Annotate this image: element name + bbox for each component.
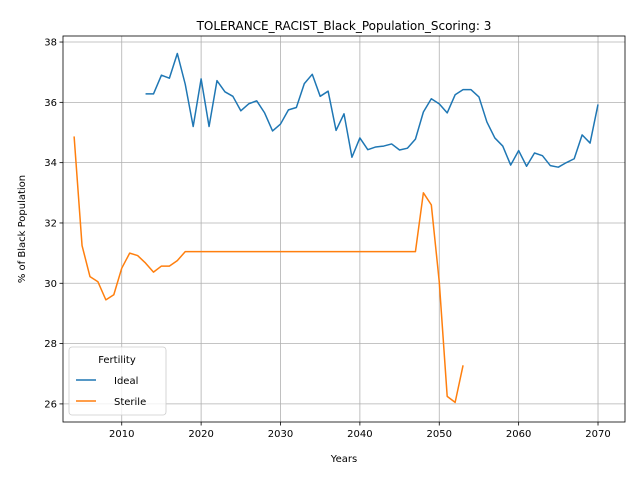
legend-box <box>68 346 167 416</box>
y-tick-label: 36 <box>44 98 57 109</box>
x-tick-label: 2060 <box>506 429 531 440</box>
plot-frame <box>62 35 626 423</box>
legend: Fertility Ideal Sterile <box>68 346 167 416</box>
y-tick-label: 30 <box>44 279 57 290</box>
x-tick-label: 2070 <box>585 429 610 440</box>
y-tick-label: 26 <box>44 399 57 410</box>
x-tick-label: 2050 <box>427 429 452 440</box>
chart-title: TOLERANCE_RACIST_Black_Population_Scorin… <box>196 19 492 33</box>
y-tick-label: 38 <box>44 38 57 49</box>
x-tick-label: 2020 <box>188 429 213 440</box>
y-tick-label: 34 <box>44 158 57 169</box>
y-axis-title: % of Black Population <box>17 175 28 283</box>
legend-label-sterile: Sterile <box>114 397 146 408</box>
y-axis: 26 28 30 32 34 36 38 <box>44 38 63 410</box>
legend-title: Fertility <box>98 355 136 366</box>
series-lines <box>73 52 599 404</box>
y-tick-label: 28 <box>44 339 57 350</box>
x-tick-label: 2010 <box>109 429 134 440</box>
x-tick-label: 2040 <box>347 429 372 440</box>
x-axis-title: Years <box>330 454 357 465</box>
series-line-ideal <box>145 52 599 168</box>
legend-label-ideal: Ideal <box>114 376 138 387</box>
x-axis: 2010 2020 2030 2040 2050 2060 2070 <box>109 422 611 440</box>
x-tick-label: 2030 <box>268 429 293 440</box>
series-line-sterile <box>73 136 464 404</box>
y-tick-label: 32 <box>44 218 57 229</box>
